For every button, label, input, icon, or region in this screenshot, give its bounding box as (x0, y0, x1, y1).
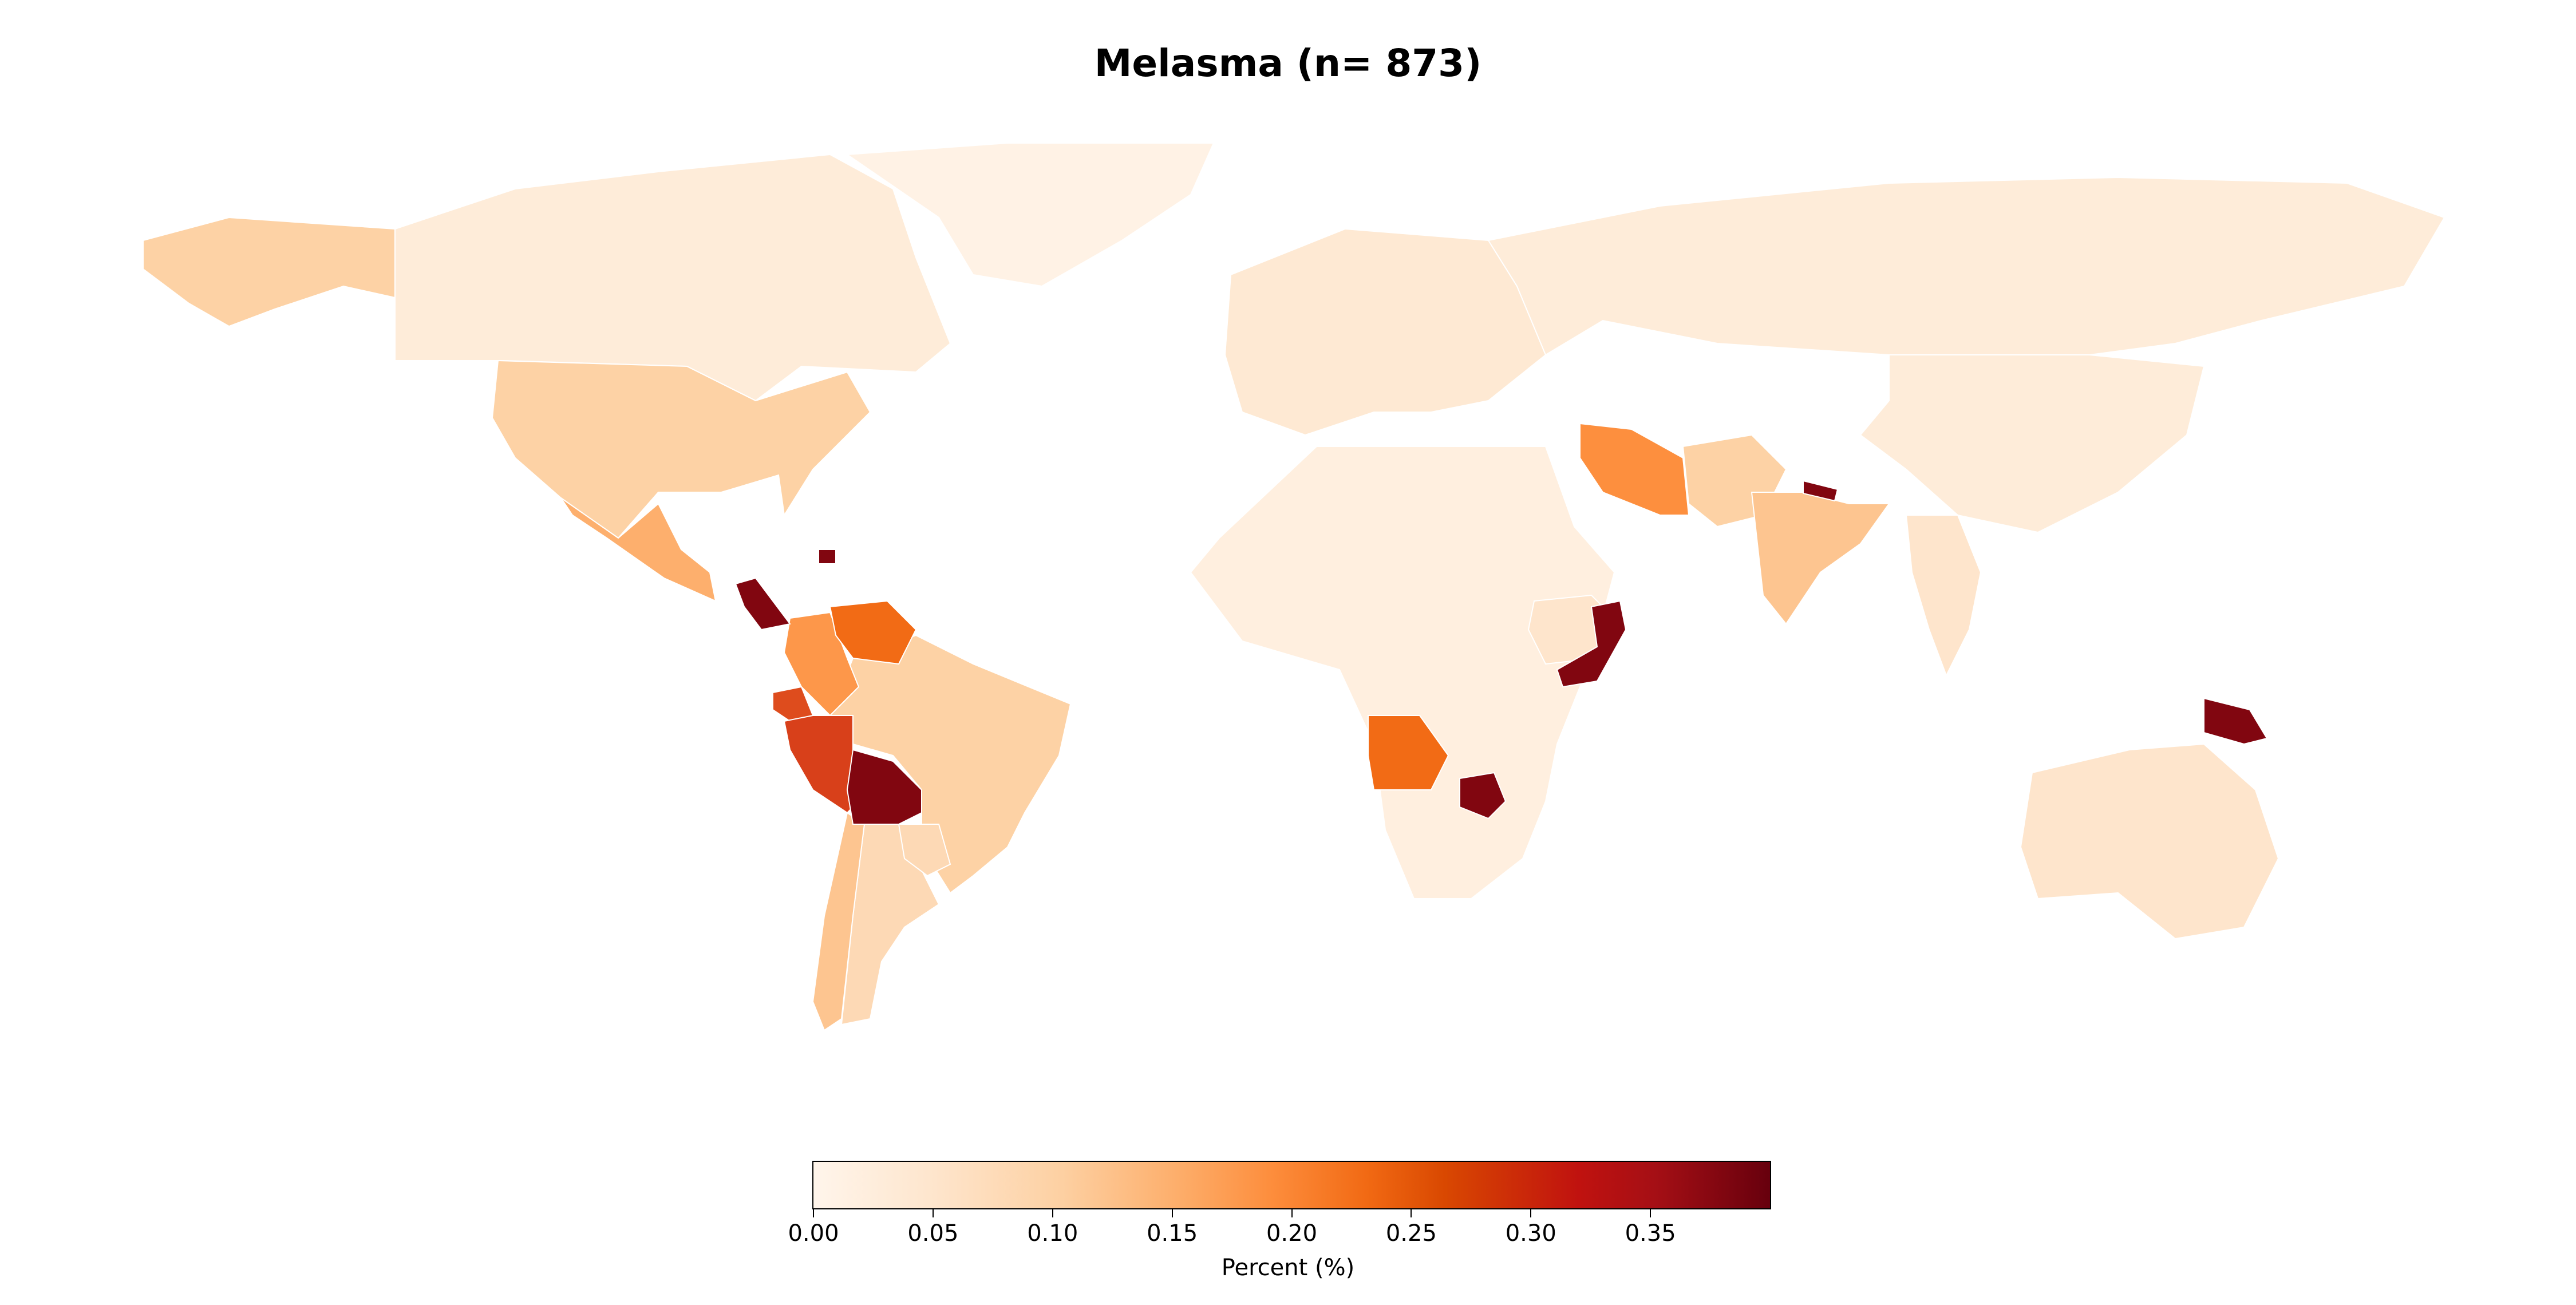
country-regions (143, 143, 2445, 1031)
region-chile (812, 812, 866, 1031)
map-title: Melasma (n= 873) (1094, 41, 1482, 85)
region-nepal (1803, 480, 1839, 502)
region-somalia (1556, 600, 1627, 688)
colorbar-tick (813, 1209, 814, 1217)
region-canada (394, 153, 951, 402)
region-zimbabwe (1459, 772, 1507, 820)
region-venezuela (829, 600, 917, 665)
colorbar-tick (932, 1209, 934, 1217)
region-iran (1579, 422, 1690, 516)
region-russia (1487, 176, 2445, 356)
colorbar-tick (1171, 1209, 1173, 1217)
region-bolivia (846, 749, 922, 825)
region-china (1859, 354, 2205, 533)
colorbar-tick-label: 0.30 (1505, 1220, 1556, 1247)
colorbar-tick-label: 0.00 (788, 1220, 839, 1247)
colorbar-tick-label: 0.25 (1385, 1220, 1437, 1247)
colorbar-tick (1530, 1209, 1532, 1217)
region-india (1751, 492, 1890, 625)
region-haiti (818, 549, 836, 564)
colorbar-tick-label: 0.10 (1027, 1220, 1078, 1247)
colorbar-label: Percent (%) (1221, 1255, 1355, 1281)
region-brazil (829, 634, 1072, 894)
colorbar-tick-label: 0.15 (1147, 1220, 1198, 1247)
colorbar-tick (1052, 1209, 1053, 1217)
region-angola (1368, 715, 1449, 790)
colorbar-tick (1291, 1209, 1293, 1217)
colorbar-tick (1650, 1209, 1652, 1217)
region-europe (1224, 228, 1547, 436)
region-africa-rest- (1190, 446, 1615, 899)
region-papua-new-guinea (2203, 697, 2268, 745)
region-australia (2020, 743, 2279, 940)
region-mexico (560, 497, 717, 602)
colorbar-tick-label: 0.20 (1266, 1220, 1318, 1247)
colorbar-gradient (812, 1161, 1771, 1209)
colorbar-tick-label: 0.05 (907, 1220, 959, 1247)
region-alaska (143, 216, 396, 327)
colorbar (812, 1161, 1771, 1209)
region-united-states (491, 359, 871, 539)
region-greenland (846, 143, 1215, 287)
region-guatemala-honduras (734, 577, 791, 631)
colorbar-tick (1411, 1209, 1412, 1217)
colorbar-tick-label: 0.35 (1625, 1220, 1676, 1247)
region-southeast-asia (1905, 515, 1982, 677)
region-paraguay (898, 824, 951, 877)
